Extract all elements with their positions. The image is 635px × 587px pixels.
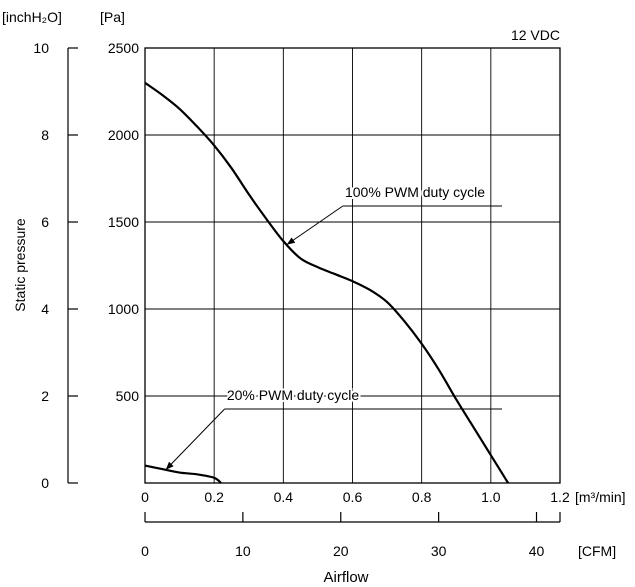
y-pa-tick-label: 2500	[108, 40, 139, 56]
y-pa-tick-label: 1500	[108, 214, 139, 230]
x-axis-title: Airflow	[323, 569, 368, 586]
y-inch-unit-label: [inchH₂O]	[2, 9, 62, 25]
y-inch-axis: 10 8 6 4 2 0	[33, 40, 78, 491]
y-inch-tick-label: 10	[33, 40, 49, 56]
grid	[145, 48, 560, 483]
annotations: 100% PWM duty cycle 20% PWM duty cycle	[165, 182, 502, 471]
y-pa-tick-label: 500	[116, 388, 140, 404]
x-m3-tick-label: 0	[141, 489, 149, 505]
y-axis-title: Static pressure	[12, 218, 28, 312]
annotation-20pct-label: 20% PWM duty cycle	[227, 387, 359, 403]
x-m3-unit-label: [m³/min]	[575, 489, 626, 505]
plot-frame	[144, 47, 561, 484]
y-inch-tick-label: 8	[41, 127, 49, 143]
y-pa-tick-label: 2000	[108, 127, 139, 143]
x-m3-tick-labels: 0 0.2 0.4 0.6 0.8 1.0 1.2	[141, 489, 570, 505]
y-pa-tick-label: 1000	[108, 301, 139, 317]
x-cfm-axis: 0 10 20 30 40	[141, 512, 561, 559]
x-m3-tick-label: 0.8	[412, 489, 432, 505]
x-cfm-tick-label: 40	[529, 543, 545, 559]
x-cfm-tick-label: 0	[141, 543, 149, 559]
annotation-20pct-arrowhead	[165, 461, 174, 470]
series-lines	[144, 81, 510, 484]
annotation-100pct-leader	[286, 205, 344, 246]
y-inch-tick-label: 2	[41, 388, 49, 404]
annotation-100pct-label: 100% PWM duty cycle	[345, 184, 485, 200]
x-cfm-tick-label: 30	[431, 543, 447, 559]
series-line-100pct	[144, 81, 510, 484]
y-inch-tick-label: 0	[41, 475, 49, 491]
y-inch-tick-label: 6	[41, 214, 49, 230]
series-line-20pct	[144, 464, 222, 484]
x-cfm-unit-label: [CFM]	[578, 543, 616, 559]
x-cfm-tick-label: 10	[235, 543, 251, 559]
x-m3-tick-label: 0.6	[343, 489, 363, 505]
x-m3-tick-label: 0.2	[204, 489, 224, 505]
y-pa-tick-labels: 2500 2000 1500 1000 500	[108, 40, 139, 404]
x-cfm-tick-label: 20	[333, 543, 349, 559]
chart-note: 12 VDC	[511, 27, 560, 43]
x-m3-tick-label: 1.2	[550, 489, 570, 505]
y-inch-tick-label: 4	[41, 301, 49, 317]
x-m3-tick-label: 1.0	[481, 489, 501, 505]
annotation-20pct-leader	[165, 408, 225, 471]
annotation-100pct-arrowhead	[286, 237, 296, 245]
y-pa-unit-label: [Pa]	[100, 9, 125, 25]
x-m3-tick-label: 0.4	[274, 489, 294, 505]
